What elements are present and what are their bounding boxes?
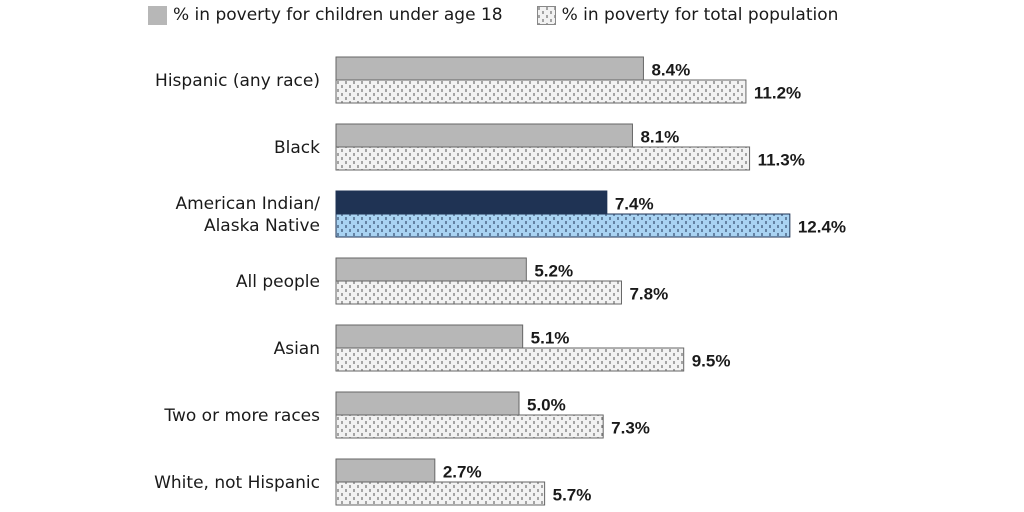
value-label-total: 5.7% — [553, 486, 592, 505]
value-label-children: 2.7% — [443, 463, 482, 482]
category-label: Asian — [274, 339, 320, 359]
category-label: Two or more races — [163, 406, 320, 426]
bar-children — [335, 123, 633, 148]
legend-item-children: % in poverty for children under age 18 — [148, 5, 503, 25]
value-label-children: 7.4% — [615, 195, 654, 214]
value-label-children: 5.2% — [534, 262, 573, 281]
bar-total — [335, 79, 747, 104]
legend: % in poverty for children under age 18 %… — [148, 5, 872, 25]
category-label: All people — [236, 272, 320, 292]
value-label-total: 7.3% — [611, 419, 650, 438]
value-label-children: 8.1% — [640, 128, 679, 147]
legend-label-total: % in poverty for total population — [561, 5, 839, 25]
legend-swatch-total — [536, 5, 556, 25]
bar-total — [335, 481, 546, 506]
bar-children — [335, 257, 527, 282]
category-label: American Indian/ — [175, 194, 320, 214]
bar-children — [335, 458, 436, 483]
value-label-children: 5.0% — [527, 396, 566, 415]
bar-children — [335, 324, 524, 349]
category-label: Black — [274, 138, 320, 158]
category-label: Alaska Native — [204, 216, 320, 236]
bar-children — [335, 190, 608, 215]
bar-total — [335, 414, 604, 439]
bar-total — [335, 146, 751, 171]
bar-children — [335, 391, 520, 416]
value-label-total: 12.4% — [798, 218, 846, 237]
value-label-children: 5.1% — [531, 329, 570, 348]
bar-total — [335, 347, 685, 372]
bar-children — [335, 56, 644, 81]
legend-swatch-children — [148, 5, 167, 25]
bar-total — [335, 213, 791, 238]
value-label-total: 11.2% — [754, 84, 801, 103]
value-label-total: 11.3% — [758, 151, 805, 170]
legend-item-total: % in poverty for total population — [536, 5, 839, 25]
bar-total — [335, 280, 622, 305]
value-label-total: 7.8% — [629, 285, 668, 304]
category-label: White, not Hispanic — [154, 473, 320, 493]
legend-label-children: % in poverty for children under age 18 — [173, 5, 503, 25]
value-label-total: 9.5% — [692, 352, 731, 371]
value-label-children: 8.4% — [651, 61, 690, 80]
category-label: Hispanic (any race) — [155, 71, 320, 91]
